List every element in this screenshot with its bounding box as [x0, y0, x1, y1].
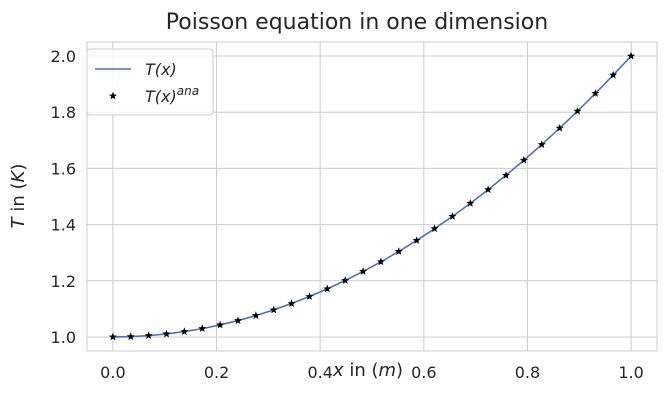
- x-axis-ticks: 0.0 0.2 0.4 0.6 0.8 1.0: [100, 363, 644, 382]
- x-tick-label: 0.8: [515, 363, 540, 382]
- legend-label-analytic-base: T(x): [145, 87, 177, 106]
- series-point-analytic: [609, 70, 618, 79]
- y-axis-label: T in (K): [8, 164, 29, 229]
- series-point-analytic: [448, 212, 457, 220]
- x-tick-label: 1.0: [618, 363, 643, 382]
- series-point-analytic: [555, 123, 564, 132]
- series-point-analytic: [180, 327, 189, 336]
- series-point-analytic: [376, 257, 385, 266]
- legend-label-computed-base: T(x): [145, 60, 177, 79]
- x-tick-label: 0.4: [307, 363, 332, 382]
- x-axis-label-close: ): [396, 360, 403, 381]
- series-point-analytic: [251, 311, 260, 319]
- legend-label-computed: T(x): [145, 60, 177, 79]
- series-point-analytic: [627, 51, 636, 60]
- legend: T(x) T(x)ana: [86, 48, 214, 116]
- x-tick-label: 0.0: [100, 363, 125, 382]
- series-point-analytic: [216, 320, 225, 329]
- legend-box: [86, 48, 214, 116]
- series-point-analytic: [287, 299, 296, 307]
- series-point-analytic: [269, 305, 278, 314]
- series-point-analytic: [144, 331, 153, 339]
- x-tick-label: 0.2: [204, 363, 229, 382]
- y-axis-label-close: ): [8, 164, 29, 171]
- chart-title: Poisson equation in one dimension: [166, 10, 548, 35]
- series-point-analytic: [359, 267, 368, 275]
- series-point-analytic: [126, 332, 135, 341]
- series-point-analytic: [162, 329, 171, 338]
- x-axis-label-rest: in (: [344, 360, 379, 381]
- series-point-analytic: [305, 292, 314, 300]
- series-point-analytic: [573, 106, 582, 115]
- y-axis-label-rest: in (: [8, 182, 29, 217]
- legend-label-analytic: T(x)ana: [145, 84, 199, 106]
- x-axis-label: x in (m): [332, 360, 403, 381]
- y-tick-label: 1.2: [51, 272, 76, 291]
- y-tick-label: 1.0: [51, 328, 76, 347]
- series-point-analytic: [323, 284, 332, 293]
- y-axis-ticks: 1.0 1.2 1.4 1.6 1.8 2.0: [51, 47, 76, 347]
- series-line-computed: [112, 55, 632, 338]
- x-axis-label-unit: m: [378, 360, 396, 381]
- series-layer: [108, 51, 636, 341]
- series-point-analytic: [591, 89, 600, 97]
- series-point-analytic: [466, 199, 475, 207]
- x-tick-label: 0.6: [411, 363, 436, 382]
- series-point-analytic: [502, 171, 510, 179]
- y-tick-label: 2.0: [51, 47, 76, 66]
- series-point-analytic: [394, 247, 403, 255]
- legend-label-analytic-sup: ana: [177, 84, 199, 98]
- series-point-analytic: [341, 276, 350, 284]
- series-point-analytic: [484, 185, 493, 194]
- y-tick-label: 1.4: [51, 216, 76, 235]
- series-point-analytic: [519, 156, 528, 164]
- y-axis-label-var: T: [8, 215, 29, 228]
- series-point-analytic: [108, 332, 117, 341]
- y-axis-label-unit: K: [8, 169, 29, 182]
- series-point-analytic: [412, 236, 421, 244]
- y-tick-label: 1.6: [51, 159, 76, 178]
- series-point-analytic: [537, 140, 546, 148]
- x-axis-label-var: x: [332, 360, 344, 381]
- series-point-analytic: [198, 324, 207, 333]
- series-point-analytic: [430, 224, 439, 233]
- y-tick-label: 1.8: [51, 103, 76, 122]
- series-point-analytic: [234, 316, 242, 324]
- legend-star-swatch: [109, 91, 117, 100]
